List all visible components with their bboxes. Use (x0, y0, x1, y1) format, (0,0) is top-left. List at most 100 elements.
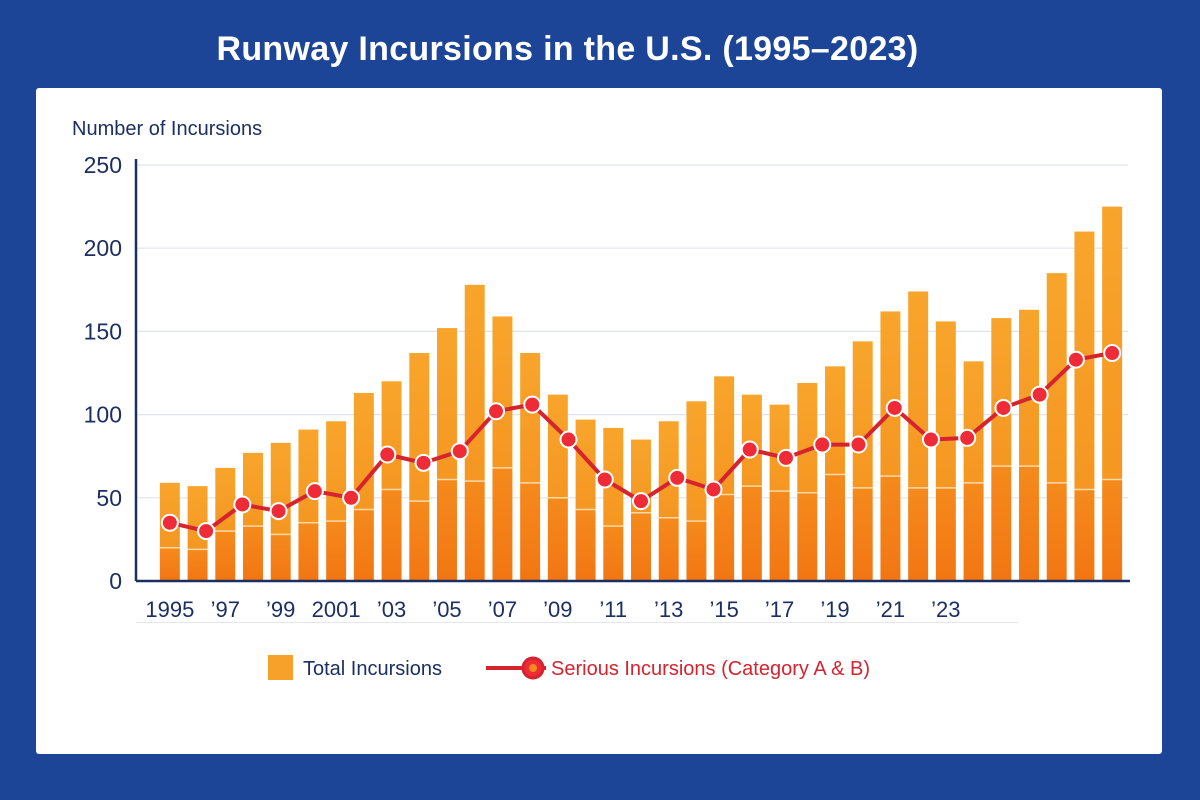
bar-lower-segment (714, 494, 735, 581)
x-tick-label: ’97 (211, 597, 240, 622)
x-tick-label: ’19 (820, 597, 849, 622)
bar-total (880, 311, 901, 477)
bar-lower-segment (326, 521, 347, 581)
bar-lower-segment (298, 522, 319, 581)
bar-lower-segment (1102, 479, 1123, 581)
serious-incursions-point (813, 435, 832, 454)
bar-lower-segment (520, 482, 541, 581)
bar-total (381, 381, 402, 490)
bar-lower-segment (437, 479, 457, 581)
bar-total (797, 382, 818, 493)
bar-total (298, 429, 319, 523)
y-tick-label: 100 (84, 402, 122, 428)
bar-lower-segment (270, 534, 291, 581)
serious-incursions-point (740, 440, 759, 459)
bar-total (547, 394, 568, 498)
legend-swatch-total (268, 655, 293, 680)
bar-lower-segment (880, 476, 901, 581)
bar-lower-segment (215, 531, 236, 581)
bar-total (437, 328, 457, 480)
bar-lower-segment (631, 512, 651, 581)
bar-lower-segment (547, 497, 568, 581)
x-tick-label: ’23 (931, 597, 960, 622)
serious-incursions-point (632, 492, 650, 511)
bar-lower-segment (492, 467, 513, 581)
legend-divider (136, 622, 1018, 623)
y-tick-label: 150 (84, 318, 122, 344)
bar-lower-segment (603, 526, 624, 581)
bar-total (1019, 309, 1039, 467)
serious-incursions-point (414, 453, 433, 472)
bar-lower-segment (908, 487, 929, 581)
serious-incursions-point (1066, 350, 1085, 369)
bar-total (741, 394, 762, 487)
legend-label-serious: Serious Incursions (Category A & B) (551, 658, 870, 680)
bar-lower-segment (409, 501, 430, 581)
bar-total (714, 376, 735, 495)
bar-total (353, 392, 374, 510)
bar-total (908, 291, 929, 488)
bar-lower-segment (575, 509, 596, 581)
serious-incursions-point (704, 480, 723, 499)
bar-lower-segment (963, 482, 984, 581)
serious-incursions-point (305, 482, 324, 501)
y-tick-label: 50 (96, 485, 122, 511)
bar-lower-segment (935, 487, 956, 581)
bar-total (658, 421, 679, 518)
bar-lower-segment (769, 491, 790, 581)
bar-total (935, 321, 956, 488)
bar-lower-segment (825, 474, 845, 581)
serious-incursions-point (958, 428, 977, 447)
legend-label-total: Total Incursions (303, 658, 442, 680)
x-tick-label: 2001 (312, 597, 361, 622)
bar-total (686, 401, 707, 522)
serious-incursions-point (921, 430, 940, 449)
bar-lower-segment (353, 509, 374, 581)
bar-lower-segment (852, 487, 873, 581)
bar-total (825, 366, 845, 475)
chart-title: Runway Incursions in the U.S. (1995–2023… (216, 30, 919, 68)
bar-lower-segment (187, 549, 208, 581)
bar-total (852, 341, 873, 488)
x-tick-label: ’17 (765, 597, 794, 622)
serious-incursions-point (342, 488, 361, 507)
bar-lower-segment (797, 492, 818, 581)
x-tick-label: ’11 (599, 597, 627, 622)
bar-total (991, 318, 1012, 467)
serious-incursions-point (885, 398, 904, 417)
bar-lower-segment (243, 526, 263, 581)
serious-incursions-point (450, 442, 469, 461)
serious-incursions-point (595, 470, 614, 489)
serious-incursions-point (559, 430, 578, 449)
chart-panel: Number of Incursions 0 50 100 150 200 250 1995… (36, 88, 1162, 754)
y-tick-label: 200 (84, 235, 122, 261)
serious-incursions-point (160, 513, 179, 532)
serious-incursions-point (776, 448, 795, 467)
bar-lower-segment (741, 486, 762, 581)
bar-lower-segment (658, 517, 679, 581)
serious-incursions-point (994, 398, 1013, 417)
bar-lower-segment (381, 489, 402, 581)
bar-lower-segment (464, 481, 485, 581)
serious-incursions-point (269, 502, 288, 521)
bar-lower-segment (1046, 482, 1067, 581)
serious-incursions-point (849, 435, 868, 454)
x-tick-label: 1995 (145, 597, 194, 622)
x-tick-label: ’21 (876, 597, 905, 622)
x-tick-label: ’05 (432, 597, 461, 622)
serious-incursions-point (668, 468, 687, 487)
chart-svg: 0 50 100 150 200 250 1995 ’97 ’99 2001 ’03 ’05 ’07 ’0… (84, 152, 1130, 680)
serious-incursions-point (378, 445, 397, 464)
bar-lower-segment (1074, 489, 1095, 581)
bar-total (243, 452, 263, 527)
y-axis-label: Number of Incursions (72, 118, 263, 140)
x-tick-label: ’99 (266, 597, 295, 622)
legend-marker-center (529, 664, 537, 672)
serious-incursions-point (523, 395, 542, 414)
x-tick-label: ’13 (654, 597, 683, 622)
bar-lower-segment (991, 466, 1012, 581)
bar-total (575, 419, 596, 510)
bar-lower-segment (686, 521, 707, 581)
x-tick-label: ’09 (543, 597, 572, 622)
x-tick-label: ’07 (488, 597, 517, 622)
